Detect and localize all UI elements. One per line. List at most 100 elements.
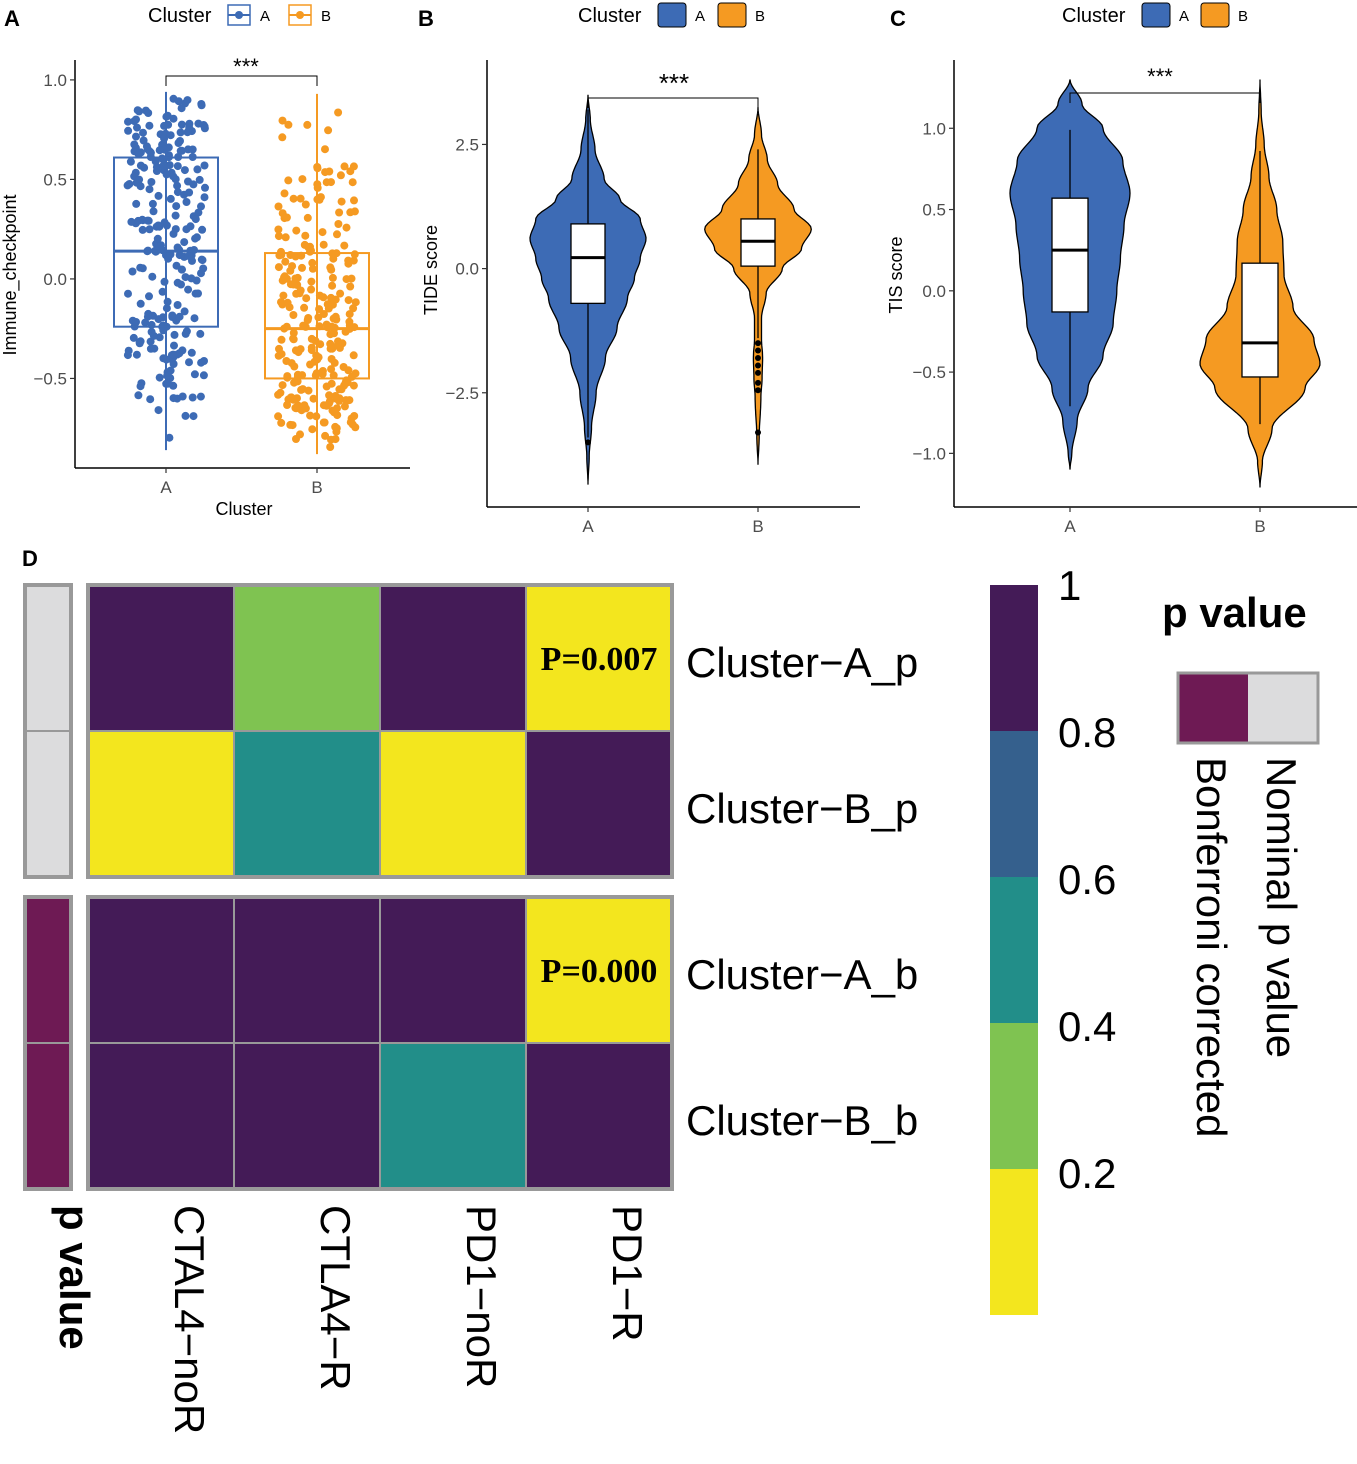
panel-b-legend: Cluster A B [578,2,765,28]
colorbar-tick-label: 1 [1058,562,1081,609]
panel-b-ytick-label: −2.5 [445,384,479,403]
panel-a-point [321,431,330,440]
panel-a-point [319,293,328,302]
panel-a-point [180,238,189,247]
panel-a-point [321,145,329,154]
panel-a-point [165,433,174,442]
panel-a-point [177,265,186,274]
panel-a-point [313,163,322,171]
panel-a-point [287,359,296,368]
panel-a-point [128,267,137,276]
panel-c-legend-label-a: A [1179,8,1189,25]
panel-a-point [347,274,356,283]
panel-a-point [344,296,353,305]
panel-a-point [132,132,140,141]
panel-b: B Cluster A B −2.5 0.0 2.5 A B TIDE score **… [418,2,860,536]
panel-a-significance-bracket [165,75,318,86]
panel-a-point [172,202,181,211]
colorbar-tick-label: 0.4 [1058,1003,1116,1050]
panel-a-point [181,329,190,338]
panel-a-point [180,166,189,175]
panel-a-point [169,350,178,359]
panel-a-point [188,393,197,402]
panel-a-point [308,258,317,267]
panel-a-point [334,220,343,228]
colorbar-segment [990,877,1038,1023]
panel-a-point [163,297,172,306]
panel-a-point [298,263,306,272]
panel-a-point [133,106,142,115]
panel-a-point [169,360,178,368]
panel-c-ytick-label: −0.5 [912,363,946,382]
panel-a-point [332,424,341,433]
panel-a-point [301,231,310,240]
panel-a-point [351,369,360,378]
panel-a-point [189,180,198,189]
panel-a-point [169,172,178,181]
panel-a-point [132,178,141,187]
panel-a-point [289,395,298,404]
panel-a-point [296,430,304,439]
panel-a-point [175,312,184,321]
panel-a-point [124,117,132,126]
panel-a-point [200,193,209,202]
panel-a-point [304,243,313,252]
panel-a-point [327,355,336,363]
panel-a-point [286,266,295,275]
panel-a-point [196,392,205,401]
panel-a-point [124,126,133,135]
panel-a-point [303,120,312,129]
panel-a-ytick-label: 0.0 [43,270,67,289]
panel-a-point [283,401,292,409]
panel-a-point [336,289,345,298]
panel-a-point [200,161,209,170]
panel-a-point [326,443,335,451]
heatmap-cell [525,730,673,878]
panel-a-point [289,280,298,289]
panel-a-point [173,188,182,197]
panel-a-point [296,194,305,203]
panel-a-point [334,108,343,117]
panel-a-point [328,281,337,290]
panel-a-point [274,390,283,399]
panel-a-point [349,304,358,313]
panel-a-point [200,124,209,133]
panel-a-ytick-label: −0.5 [33,369,67,388]
panel-a-point [308,264,317,273]
panel-a-point [331,312,340,321]
panel-a-point [146,395,155,404]
panel-a-point [342,396,350,405]
panel-a-point [181,411,190,420]
panel-a-point [327,435,335,444]
panel-a-point [193,165,202,174]
heatmap-row-label: Cluster−A_b [686,951,918,998]
panel-a-point [191,215,200,224]
panel-a-point [199,371,208,380]
panel-a-point [192,233,201,242]
panel-a-point [306,411,315,420]
panel-a-point [145,292,153,301]
panel-a-box-a [113,156,219,328]
panel-a-ytick-label: 0.5 [43,170,67,189]
panel-c-legend-key-a [1141,2,1171,28]
panel-a-point [322,320,331,329]
heatmap-frame-top [86,583,674,879]
panel-b-outlier [755,387,761,394]
panel-a-point [349,351,358,360]
panel-a-legend-key-b [288,4,312,26]
panel-a-point [134,216,143,225]
heatmap-cell [379,1042,527,1190]
panel-a-point [324,126,333,135]
panel-a-point [145,147,154,156]
panel-b-ytick-label: 2.5 [455,135,479,154]
panel-b-legend-label-b: B [755,8,765,25]
panel-a-point [136,161,145,170]
panel-a-point [279,291,288,300]
panel-a-point [274,225,283,234]
panel-a-point [135,339,144,348]
heatmap-row-label: Cluster−B_b [686,1097,918,1144]
panel-b-ytick-label: 0.0 [455,260,479,279]
heatmap-cell [233,896,381,1044]
panel-a-point [143,216,152,225]
panel-a-plot: −0.5 0.0 0.5 1.0 A B [33,60,410,497]
